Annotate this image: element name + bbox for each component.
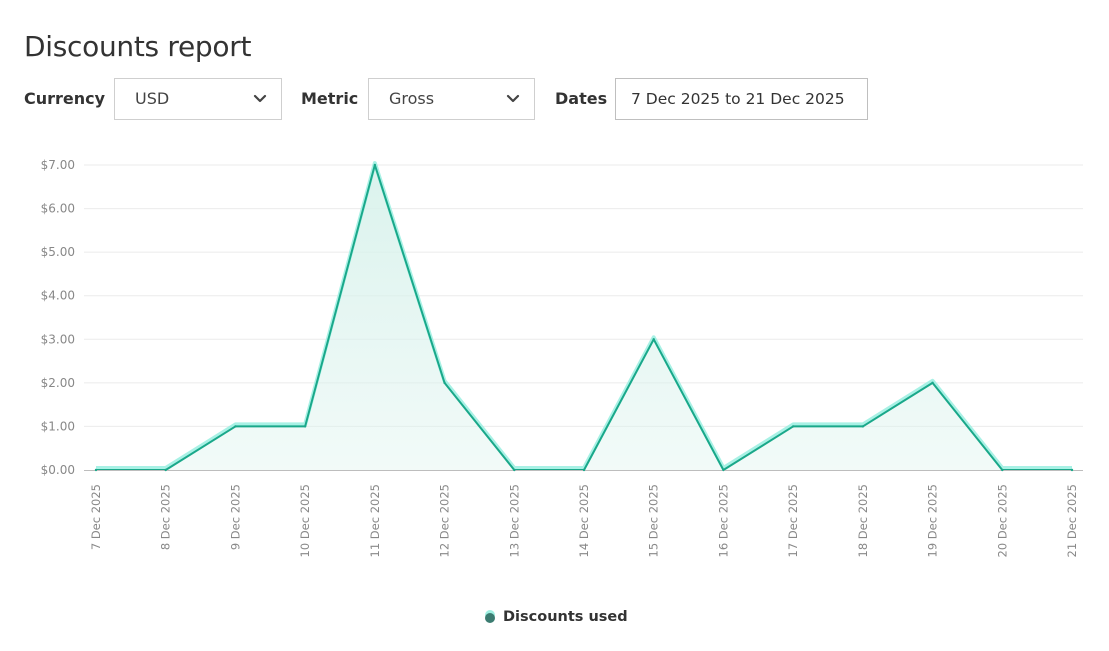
chevron-down-icon [253,94,267,103]
y-tick-label: $7.00 [41,158,75,172]
y-tick-label: $2.00 [41,376,75,390]
metric-select[interactable]: Gross [368,78,535,120]
x-tick-label: 14 Dec 2025 [577,484,591,557]
y-tick-label: $6.00 [41,202,75,216]
y-tick-label: $3.00 [41,332,75,346]
discounts-chart: $0.00 $1.00 $2.00 $3.00 $4.00 $5.00 $6.00 $7.00… [41,158,1083,557]
data-point [1070,468,1074,472]
x-tick-label: 9 Dec 2025 [228,484,242,550]
data-point [94,468,98,472]
data-point [861,425,865,428]
legend-marker [485,613,495,623]
data-point [164,468,167,472]
x-tick-label: 19 Dec 2025 [926,484,940,557]
x-tick-label: 12 Dec 2025 [438,484,452,557]
x-tick-label: 16 Dec 2025 [716,484,730,557]
dates-label: Dates [555,89,608,108]
x-tick-label: 13 Dec 2025 [507,484,521,557]
data-point [1001,468,1004,472]
data-point [373,163,377,167]
data-point [791,425,795,428]
data-point [234,425,237,428]
x-tick-label: 20 Dec 2025 [995,484,1009,557]
page-title: Discounts report [24,30,252,63]
data-point [652,338,655,341]
data-point [931,381,934,385]
x-tick-label: 21 Dec 2025 [1065,484,1079,557]
data-point [513,468,516,472]
data-point [303,425,307,428]
currency-select[interactable]: USD [114,78,282,120]
x-tick-label: 11 Dec 2025 [368,484,382,557]
y-tick-label: $0.00 [41,463,75,477]
x-tick-label: 18 Dec 2025 [856,484,870,557]
data-point [443,381,446,385]
x-tick-label: 10 Dec 2025 [298,484,312,557]
chevron-down-icon [506,94,520,103]
x-tick-label: 8 Dec 2025 [159,484,173,550]
data-point [722,468,725,472]
x-tick-label: 17 Dec 2025 [786,484,800,557]
legend-label: Discounts used [503,609,628,625]
metric-value: Gross [389,89,435,108]
x-tick-label: 15 Dec 2025 [647,484,661,557]
y-tick-label: $4.00 [41,289,75,303]
date-range-input[interactable]: 7 Dec 2025 to 21 Dec 2025 [615,78,868,120]
y-tick-label: $5.00 [41,245,75,259]
area-fill [96,165,1072,470]
date-range-value: 7 Dec 2025 to 21 Dec 2025 [631,90,845,108]
currency-label: Currency [24,89,106,108]
metric-label: Metric [301,89,359,108]
y-tick-label: $1.00 [41,419,75,433]
data-point [582,468,586,472]
currency-value: USD [135,89,170,108]
x-tick-label: 7 Dec 2025 [89,484,103,550]
